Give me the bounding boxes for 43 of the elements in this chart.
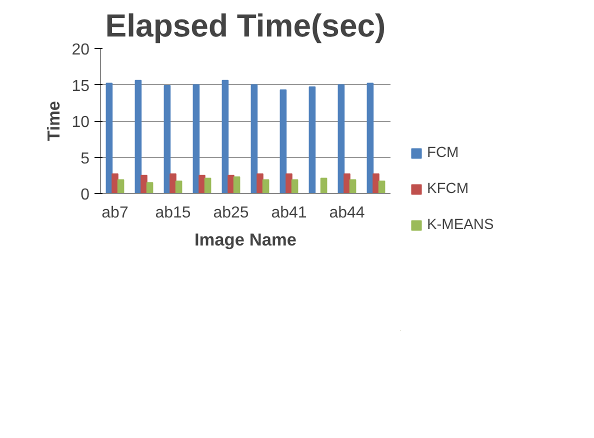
bar (262, 179, 270, 194)
x-axis-title: Image Name (194, 230, 297, 250)
bar (146, 182, 154, 194)
bar (204, 178, 212, 194)
bar (308, 86, 316, 194)
bar (233, 176, 240, 194)
bar (366, 82, 374, 194)
bar (338, 84, 345, 194)
bar (320, 178, 328, 194)
y-tick-label: 5 (80, 150, 90, 168)
y-tick-label: 10 (72, 114, 90, 131)
y-tick-label: 20 (72, 42, 90, 58)
x-tick-label: ab44 (329, 204, 365, 222)
bar (117, 179, 124, 194)
x-tick-label: ab7 (102, 204, 128, 222)
bar (349, 179, 356, 194)
bar (378, 180, 386, 194)
bar (140, 174, 148, 194)
bar (256, 173, 264, 194)
legend-label: K-MEANS (427, 217, 494, 233)
bar (372, 173, 380, 194)
bar (106, 82, 113, 194)
bar (286, 173, 292, 194)
legend-label: KFCM (427, 181, 469, 197)
chart-title: Elapsed Time(sec) (105, 8, 386, 44)
legend-label: FCM (427, 145, 459, 161)
y-axis-title: Time (44, 100, 64, 142)
x-tick-label: ab25 (213, 204, 249, 222)
bar (344, 173, 350, 194)
bar (222, 80, 229, 194)
bar (280, 89, 287, 194)
bar (112, 173, 118, 194)
y-tick-label: 0 (80, 186, 90, 204)
bar (164, 84, 171, 194)
y-tick-label: 15 (72, 78, 90, 95)
bar (291, 179, 298, 194)
bar (175, 180, 182, 194)
x-tick-label: ab15 (155, 204, 191, 222)
bar (170, 173, 176, 194)
x-tick-label: ab41 (271, 204, 307, 222)
bar (192, 84, 200, 194)
bar (250, 84, 258, 194)
bar (134, 80, 142, 194)
